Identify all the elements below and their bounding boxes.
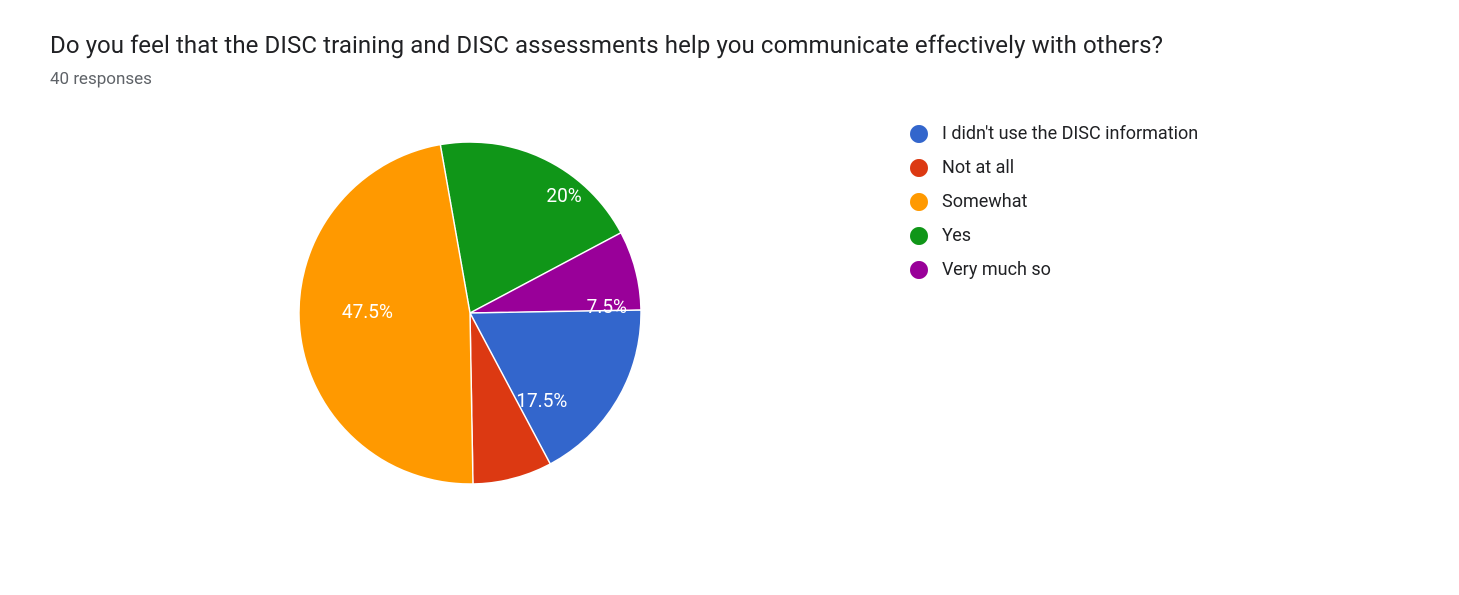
- pie-slice-label-somewhat: 47.5%: [342, 300, 393, 323]
- pie-chart: 20% 7.5% 17.5% 47.5%: [280, 123, 660, 503]
- legend-swatch-yes: [910, 227, 928, 245]
- legend-item-not_at_all[interactable]: Not at all: [910, 159, 1198, 177]
- legend: I didn't use the DISC information Not at …: [910, 125, 1198, 295]
- pie-svg: 20% 7.5% 17.5% 47.5%: [280, 123, 660, 503]
- legend-label-not_at_all: Not at all: [942, 159, 1014, 177]
- legend-item-yes[interactable]: Yes: [910, 227, 1198, 245]
- legend-label-very_much_so: Very much so: [942, 261, 1051, 279]
- question-title: Do you feel that the DISC training and D…: [50, 28, 1409, 63]
- pie-slice-label-didnt_use: 17.5%: [516, 389, 567, 412]
- legend-swatch-somewhat: [910, 193, 928, 211]
- pie-slice-label-yes: 20%: [546, 184, 581, 207]
- legend-label-yes: Yes: [942, 227, 971, 245]
- legend-swatch-didnt_use: [910, 125, 928, 143]
- legend-item-very_much_so[interactable]: Very much so: [910, 261, 1198, 279]
- legend-label-didnt_use: I didn't use the DISC information: [942, 125, 1198, 143]
- pie-slice-label-very_much_so: 7.5%: [587, 295, 627, 318]
- legend-swatch-very_much_so: [910, 261, 928, 279]
- chart-row: 20% 7.5% 17.5% 47.5% I didn't use the DISC …: [50, 123, 1409, 503]
- legend-item-somewhat[interactable]: Somewhat: [910, 193, 1198, 211]
- responses-count: 40 responses: [50, 69, 1409, 89]
- legend-label-somewhat: Somewhat: [942, 193, 1027, 211]
- legend-swatch-not_at_all: [910, 159, 928, 177]
- legend-item-didnt_use[interactable]: I didn't use the DISC information: [910, 125, 1198, 143]
